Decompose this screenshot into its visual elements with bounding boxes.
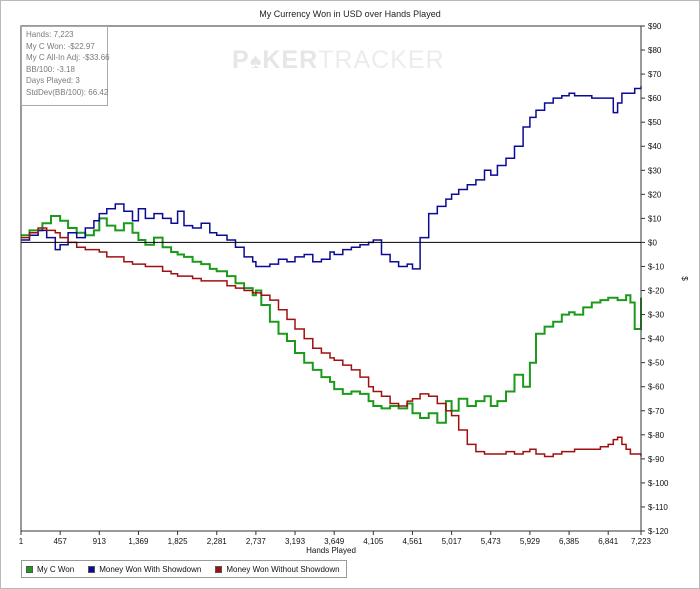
legend-swatch-green (26, 565, 33, 573)
y-tick-label: $-110 (648, 503, 668, 512)
watermark-tracker: TRACKER (318, 46, 445, 74)
stat-days-played: Days Played: 3 (26, 76, 80, 85)
y-tick-label: $-30 (648, 311, 665, 320)
y-tick-label: $-80 (648, 431, 665, 440)
x-tick-label: 1,825 (168, 537, 189, 546)
y-tick-label: $-40 (648, 335, 665, 344)
watermark-letter-p: P (232, 46, 250, 74)
legend-swatch-red (215, 565, 223, 573)
chart-title: My Currency Won in USD over Hands Played (259, 9, 441, 19)
y-tick-label: $90 (648, 22, 662, 31)
x-tick-label: 3,193 (285, 537, 306, 546)
legend-item-without-showdown[interactable]: Money Won Without Showdown (215, 564, 340, 574)
y-tick-label: $-120 (648, 527, 669, 536)
stat-won: My C Won: -$22.97 (26, 41, 95, 51)
x-tick-label: 3,649 (324, 537, 345, 546)
series-line-my-c-won (21, 215, 642, 424)
plot-area-border (20, 25, 642, 532)
y-tick-label: $30 (648, 166, 662, 175)
y-tick-label: $40 (648, 142, 662, 151)
series-line-money-won-with-showdown (21, 86, 642, 270)
legend-swatch-blue (88, 565, 96, 573)
x-tick-label: 2,281 (207, 537, 228, 546)
x-tick-label: 4,561 (402, 537, 423, 546)
y-tick-label: $70 (648, 70, 662, 79)
stats-box: Hands: 7,223 My C Won: -$22.97 My C All-… (21, 26, 110, 106)
x-tick-label: 7,223 (631, 537, 652, 546)
axis-layer: 1 457 913 1,369 1,825 2,281 2,737 3,193 3,649 4,1… (19, 22, 669, 546)
x-tick-label: 6,385 (559, 537, 580, 546)
x-axis-title: Hands Played (306, 546, 356, 555)
x-tick-label: 5,929 (520, 537, 541, 546)
x-tick-label: 457 (53, 537, 67, 546)
stat-stddev: StdDev(BB/100): 66.42 (26, 87, 109, 97)
stat-all-in-adj: My C All-In Adj: -$33.66 (26, 53, 110, 62)
x-tick-label: 5,017 (442, 537, 463, 546)
x-tick-label: 2,737 (246, 537, 267, 546)
legend-item-with-showdown[interactable]: Money Won With Showdown (88, 565, 201, 574)
legend-label: Money Won Without Showdown (226, 564, 340, 574)
y-tick-label: $-10 (648, 262, 665, 271)
watermark-ker: KER (262, 46, 319, 74)
watermark-spade-icon: ♠ (249, 48, 263, 73)
y-tick-label: $60 (648, 94, 662, 103)
x-tick-label: 1,369 (128, 537, 149, 546)
legend-label: My C Won (37, 564, 75, 574)
chart-legend: My C Won Money Won With Showdown Money W… (21, 560, 347, 578)
y-tick-label: $50 (648, 118, 662, 127)
stat-bb100: BB/100: -3.18 (26, 64, 75, 74)
x-tick-label: 913 (93, 537, 107, 546)
series-layer (21, 86, 642, 458)
x-tick-label: 4,105 (363, 537, 384, 546)
y-tick-label: $-60 (648, 383, 665, 392)
y-tick-label: $0 (648, 238, 657, 247)
pokertracker-watermark: P♠KERTRACKER (232, 46, 445, 75)
y-axis-title: $ (680, 276, 689, 281)
series-line-money-won-without-showdown (21, 227, 642, 458)
y-tick-label: $-100 (648, 479, 669, 488)
y-tick-label: $-50 (648, 359, 665, 368)
x-tick-label: 5,473 (481, 537, 502, 546)
legend-label: Money Won With Showdown (99, 564, 202, 574)
y-tick-label: $-90 (648, 455, 665, 464)
stat-hands: Hands: 7,223 (26, 30, 74, 39)
y-tick-label: $10 (648, 214, 662, 223)
x-tick-label: 1 (19, 537, 24, 546)
legend-item-my-c-won[interactable]: My C Won (26, 565, 74, 574)
y-tick-label: $-70 (648, 407, 665, 416)
y-tick-label: $20 (648, 190, 662, 199)
y-tick-label: $80 (648, 46, 662, 55)
y-tick-label: $-20 (648, 287, 665, 296)
x-tick-label: 6,841 (598, 537, 619, 546)
